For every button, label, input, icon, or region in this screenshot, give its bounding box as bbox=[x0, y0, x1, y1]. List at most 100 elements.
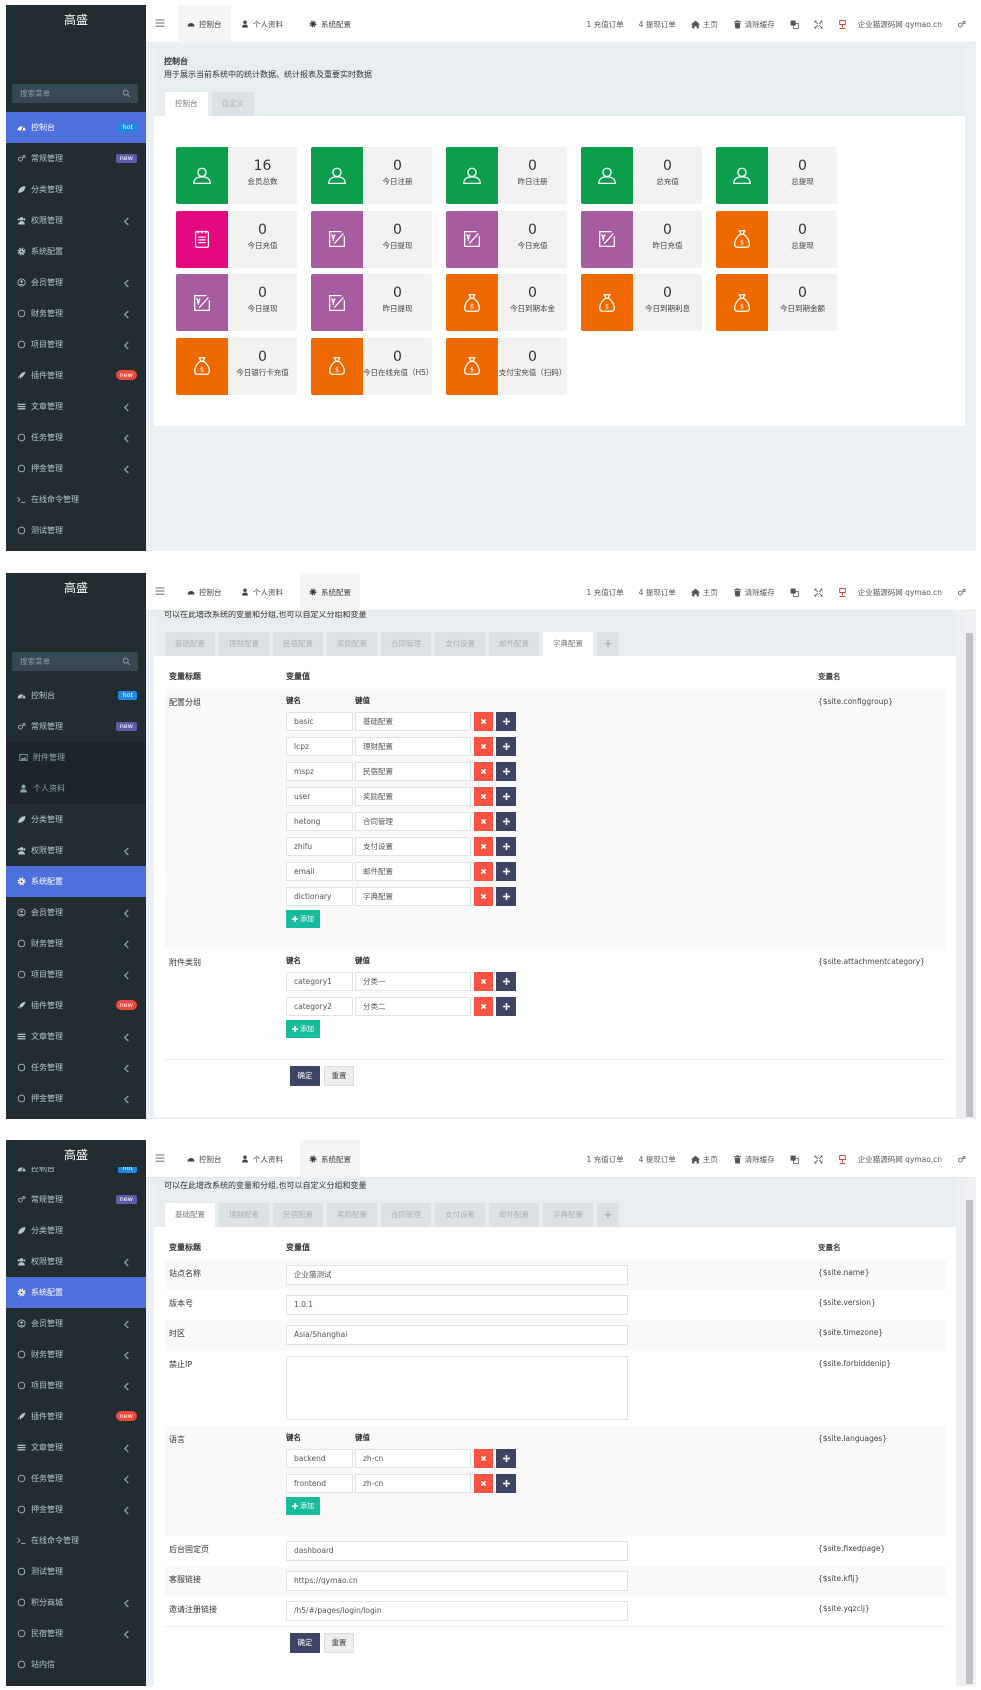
key-input[interactable]: backend bbox=[286, 1449, 353, 1468]
text-input[interactable]: 企业猫测试 bbox=[286, 1265, 628, 1285]
top-link[interactable]: 主页 bbox=[690, 587, 718, 598]
site-link[interactable]: 企业猫源码网 qymao.cn bbox=[838, 587, 942, 598]
top-link[interactable]: 清除缓存 bbox=[733, 587, 775, 598]
sidebar-item[interactable]: 分类管理 bbox=[6, 1215, 146, 1246]
drag-handle[interactable] bbox=[496, 712, 516, 731]
sidebar-item[interactable]: 押金管理 bbox=[6, 1083, 146, 1114]
content-tab[interactable]: 合同管理 bbox=[381, 1203, 431, 1227]
site-link[interactable]: 企业猫源码网 qymao.cn bbox=[838, 1154, 942, 1165]
translate-icon[interactable] bbox=[790, 20, 799, 29]
site-link[interactable]: 企业猫源码网 qymao.cn bbox=[838, 19, 942, 30]
cogs-icon[interactable] bbox=[957, 588, 966, 597]
sidebar-item[interactable]: 项目管理 bbox=[6, 329, 146, 360]
text-input[interactable]: /h5/#/pages/login/login bbox=[286, 1601, 628, 1621]
sidebar-item[interactable]: 分类管理 bbox=[6, 804, 146, 835]
sidebar-search-input[interactable]: 搜索菜单 bbox=[12, 652, 138, 671]
top-link[interactable]: 主页 bbox=[690, 1154, 718, 1165]
sidebar-subitem[interactable]: 个人资料 bbox=[6, 773, 146, 804]
sidebar-item[interactable]: 文章管理 bbox=[6, 1021, 146, 1052]
content-tab[interactable]: 奖励配置 bbox=[327, 1203, 377, 1227]
top-link[interactable]: 1 充值订单 bbox=[586, 1154, 623, 1165]
sidebar-item[interactable]: 项目管理 bbox=[6, 1370, 146, 1401]
top-link[interactable]: 1 充值订单 bbox=[586, 587, 623, 598]
drag-handle[interactable] bbox=[496, 862, 516, 881]
top-tab[interactable]: 个人资料 bbox=[232, 5, 292, 43]
value-input[interactable]: zh-cn bbox=[355, 1474, 471, 1493]
sidebar-item[interactable]: 项目管理 bbox=[6, 959, 146, 990]
sidebar-item[interactable]: 在线命令管理 bbox=[6, 1114, 146, 1119]
menu-toggle-icon[interactable] bbox=[155, 1153, 165, 1163]
value-input[interactable]: 分类二 bbox=[355, 997, 471, 1016]
sidebar-item[interactable]: 测试管理 bbox=[6, 1556, 146, 1587]
value-input[interactable]: 理财配置 bbox=[355, 737, 471, 756]
scrollbar[interactable] bbox=[965, 1178, 974, 1686]
drag-handle[interactable] bbox=[496, 997, 516, 1016]
sidebar-item[interactable]: 常规管理 new bbox=[6, 143, 146, 174]
add-button[interactable]: 添加 bbox=[286, 1020, 320, 1038]
key-input[interactable]: frontend bbox=[286, 1474, 353, 1493]
remove-button[interactable] bbox=[474, 737, 493, 756]
drag-handle[interactable] bbox=[496, 1474, 516, 1493]
content-tab[interactable]: 支付设置 bbox=[435, 632, 485, 656]
sidebar-item[interactable]: 任务管理 bbox=[6, 1052, 146, 1083]
sidebar-item[interactable]: 文章管理 bbox=[6, 391, 146, 422]
content-tab[interactable]: 民宿配置 bbox=[273, 1203, 323, 1227]
sidebar-item[interactable]: 押金管理 bbox=[6, 453, 146, 484]
submit-button[interactable]: 确定 bbox=[290, 1066, 320, 1086]
top-tab[interactable]: 控制台 bbox=[178, 5, 231, 43]
top-link[interactable]: 清除缓存 bbox=[733, 19, 775, 30]
sidebar-search-input[interactable]: 搜索菜单 bbox=[12, 84, 138, 103]
sidebar-item[interactable]: 积分商城 bbox=[6, 546, 146, 551]
content-tab[interactable]: 奖励配置 bbox=[327, 632, 377, 656]
top-tab[interactable]: 个人资料 bbox=[232, 573, 292, 611]
add-button[interactable]: 添加 bbox=[286, 1497, 320, 1515]
key-input[interactable]: user bbox=[286, 787, 353, 806]
reset-button[interactable]: 重置 bbox=[324, 1633, 354, 1653]
brand-logo[interactable]: 高盛 bbox=[6, 573, 146, 600]
drag-handle[interactable] bbox=[496, 762, 516, 781]
remove-button[interactable] bbox=[474, 972, 493, 991]
top-link[interactable]: 主页 bbox=[690, 19, 718, 30]
scrollbar-thumb[interactable] bbox=[966, 1200, 973, 1684]
sidebar-item[interactable]: 权限管理 bbox=[6, 1246, 146, 1277]
content-tab[interactable]: 邮件配置 bbox=[489, 632, 539, 656]
sidebar-subitem[interactable]: 附件管理 bbox=[6, 742, 146, 773]
content-tab[interactable]: 字典配置 bbox=[543, 632, 593, 656]
sidebar-item[interactable]: 权限管理 bbox=[6, 835, 146, 866]
content-tab[interactable]: 字典配置 bbox=[543, 1203, 593, 1227]
sidebar-item[interactable]: 民宿管理 bbox=[6, 1618, 146, 1649]
menu-toggle-icon[interactable] bbox=[155, 586, 165, 596]
drag-handle[interactable] bbox=[496, 837, 516, 856]
sidebar-item[interactable]: 系统配置 bbox=[6, 1277, 146, 1308]
key-input[interactable]: hetong bbox=[286, 812, 353, 831]
key-input[interactable]: lcpz bbox=[286, 737, 353, 756]
drag-handle[interactable] bbox=[496, 1449, 516, 1468]
top-link[interactable]: 1 充值订单 bbox=[586, 19, 623, 30]
remove-button[interactable] bbox=[474, 997, 493, 1016]
brand-logo[interactable]: 高盛 bbox=[6, 1140, 146, 1167]
remove-button[interactable] bbox=[474, 812, 493, 831]
value-input[interactable]: 民宿配置 bbox=[355, 762, 471, 781]
cogs-icon[interactable] bbox=[957, 20, 966, 29]
key-input[interactable]: mspz bbox=[286, 762, 353, 781]
sidebar-item[interactable]: 常规管理 new bbox=[6, 1184, 146, 1215]
drag-handle[interactable] bbox=[496, 887, 516, 906]
sidebar-item[interactable]: 文章管理 bbox=[6, 1432, 146, 1463]
sidebar-item[interactable]: 插件管理 new bbox=[6, 990, 146, 1021]
key-input[interactable]: zhifu bbox=[286, 837, 353, 856]
top-link[interactable]: 4 提现订单 bbox=[639, 19, 676, 30]
sidebar-item[interactable]: 会员管理 bbox=[6, 267, 146, 298]
sidebar-item[interactable]: 系统配置 bbox=[6, 236, 146, 267]
sidebar-item[interactable]: 财务管理 bbox=[6, 298, 146, 329]
fullscreen-icon[interactable] bbox=[814, 588, 823, 597]
sidebar-item[interactable]: 分类管理 bbox=[6, 174, 146, 205]
content-tab[interactable]: + bbox=[597, 1203, 619, 1227]
sidebar-item[interactable]: 财务管理 bbox=[6, 928, 146, 959]
sidebar-item[interactable]: 控制台 hot bbox=[6, 680, 146, 711]
remove-button[interactable] bbox=[474, 712, 493, 731]
remove-button[interactable] bbox=[474, 1449, 493, 1468]
top-link[interactable]: 清除缓存 bbox=[733, 1154, 775, 1165]
sidebar-item[interactable]: 押金管理 bbox=[6, 1494, 146, 1525]
sidebar-item[interactable]: 财务管理 bbox=[6, 1339, 146, 1370]
text-input[interactable]: dashboard bbox=[286, 1541, 628, 1561]
